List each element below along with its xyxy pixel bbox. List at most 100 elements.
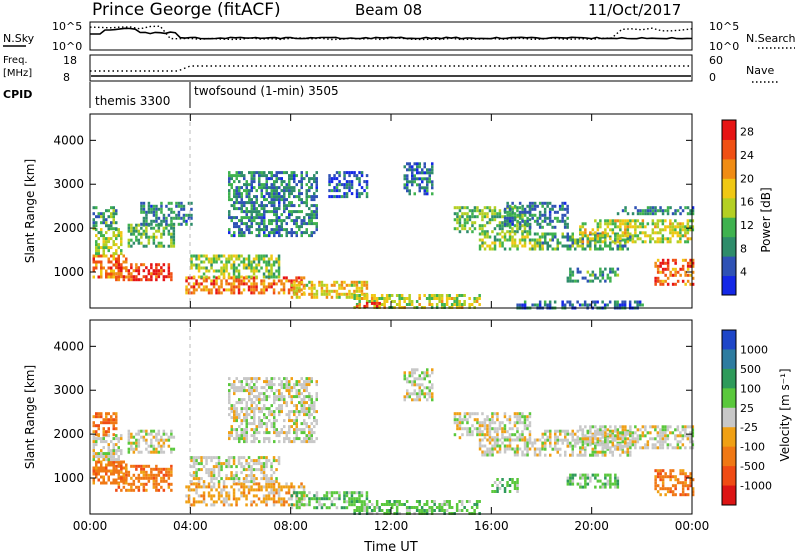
power-cell-11 <box>385 297 389 300</box>
power-cell-4 <box>130 229 133 233</box>
velocity-cell-6 <box>237 462 241 466</box>
power-cell-14 <box>461 215 464 219</box>
power-cell-15 <box>496 238 499 242</box>
velocity-cell-12 <box>486 438 489 442</box>
power-cell-22 <box>628 303 632 307</box>
power-cell-9 <box>335 289 339 293</box>
power-cell-7 <box>267 263 271 267</box>
power-cell-2 <box>100 215 103 219</box>
velocity-cell-8 <box>323 494 326 498</box>
power-cell-18 <box>656 231 660 235</box>
velocity-cell-7 <box>260 425 263 429</box>
velocity-cell-13 <box>556 438 559 442</box>
power-cell-20 <box>689 264 692 268</box>
power-cell-8 <box>290 171 293 175</box>
velocity-cell-7 <box>230 383 233 387</box>
velocity-cell-9 <box>473 503 476 506</box>
power-cell-5 <box>167 213 171 217</box>
power-cell-13 <box>431 165 434 169</box>
power-cell-0 <box>92 257 95 261</box>
velocity-cell-7 <box>268 431 271 435</box>
velocity-cell-1 <box>100 452 103 456</box>
velocity-cell-13 <box>559 438 562 442</box>
power-cell-7 <box>212 269 216 273</box>
power-cell-17 <box>624 244 627 248</box>
power-cell-9 <box>338 283 341 287</box>
power-cell-8 <box>273 228 276 232</box>
velocity-cell-13 <box>614 444 617 448</box>
power-cell-10 <box>365 195 369 199</box>
velocity-cell-3 <box>135 476 138 480</box>
velocity-cell-14 <box>579 440 582 444</box>
velocity-cell-7 <box>293 383 296 387</box>
power-cell-20 <box>681 279 685 283</box>
velocity-cell-12 <box>526 438 529 442</box>
power-cell-1 <box>95 228 98 232</box>
velocity-cell-5 <box>300 482 303 486</box>
power-cell-13 <box>418 162 421 166</box>
power-cell-14 <box>466 206 469 210</box>
power-cell-7 <box>245 263 248 267</box>
power-cell-17 <box>599 232 602 236</box>
velocity-cell-7 <box>293 386 296 390</box>
power-cell-8 <box>310 186 313 190</box>
velocity-cell-0 <box>100 466 103 470</box>
power-cell-0 <box>100 275 103 279</box>
power-cell-21 <box>651 212 655 216</box>
power-cell-8 <box>280 225 283 229</box>
power-cell-17 <box>586 244 589 248</box>
power-cell-2 <box>100 221 103 225</box>
power-cell-13 <box>411 171 414 175</box>
power-cell-6 <box>290 285 293 289</box>
power-cell-5 <box>145 216 148 220</box>
power-cell-7 <box>267 275 271 279</box>
power-cell-6 <box>272 279 276 283</box>
velocity-cell-0 <box>112 472 115 476</box>
velocity-cell-8 <box>335 491 339 495</box>
velocity-cell-8 <box>348 491 351 495</box>
power-cell-8 <box>275 177 278 181</box>
velocity-cell-7 <box>290 425 293 429</box>
velocity-cell-7 <box>243 398 246 402</box>
velocity-cell-14 <box>641 431 645 435</box>
power-cell-3 <box>132 269 136 273</box>
power-cell-18 <box>649 240 652 244</box>
power-cell-8 <box>310 231 313 235</box>
velocity-cell-13 <box>564 450 567 454</box>
velocity-cell-14 <box>654 428 657 432</box>
velocity-cell-14 <box>591 437 595 441</box>
velocity-cell-7 <box>245 419 248 423</box>
power-cell-8 <box>280 183 283 187</box>
power-cell-8 <box>270 222 273 226</box>
power-cell-6 <box>202 285 206 289</box>
velocity-cell-11 <box>528 421 532 425</box>
power-cell-8 <box>283 204 286 208</box>
power-cell-7 <box>275 269 278 273</box>
velocity-cell-7 <box>288 410 291 414</box>
velocity-cell-4 <box>152 435 156 439</box>
power-cell-18 <box>586 234 590 238</box>
power-cell-8 <box>295 222 298 226</box>
power-cell-7 <box>207 269 211 273</box>
velocity-cell-7 <box>308 428 311 432</box>
velocity-cell-7 <box>245 377 248 381</box>
velocity-cell-13 <box>559 447 562 451</box>
power-cell-22 <box>606 303 609 307</box>
velocity-cell-11 <box>503 436 507 440</box>
velocity-cell-8 <box>330 500 334 504</box>
velocity-cell-15 <box>571 479 575 483</box>
velocity-cell-10 <box>423 386 426 390</box>
velocity-cell-13 <box>564 435 567 439</box>
velocity-cell-14 <box>629 425 632 429</box>
power-cell-9 <box>360 286 364 290</box>
power-cell-19 <box>609 270 612 274</box>
velocity-cell-13 <box>556 435 559 439</box>
velocity-cell-1 <box>95 443 98 447</box>
power-cell-8 <box>258 216 261 220</box>
velocity-cell-6 <box>255 477 258 481</box>
velocity-cell-1 <box>92 437 95 441</box>
velocity-cell-5 <box>277 485 281 489</box>
velocity-cell-14 <box>616 428 620 432</box>
power-cell-22 <box>593 303 597 307</box>
velocity-cell-7 <box>295 395 298 399</box>
